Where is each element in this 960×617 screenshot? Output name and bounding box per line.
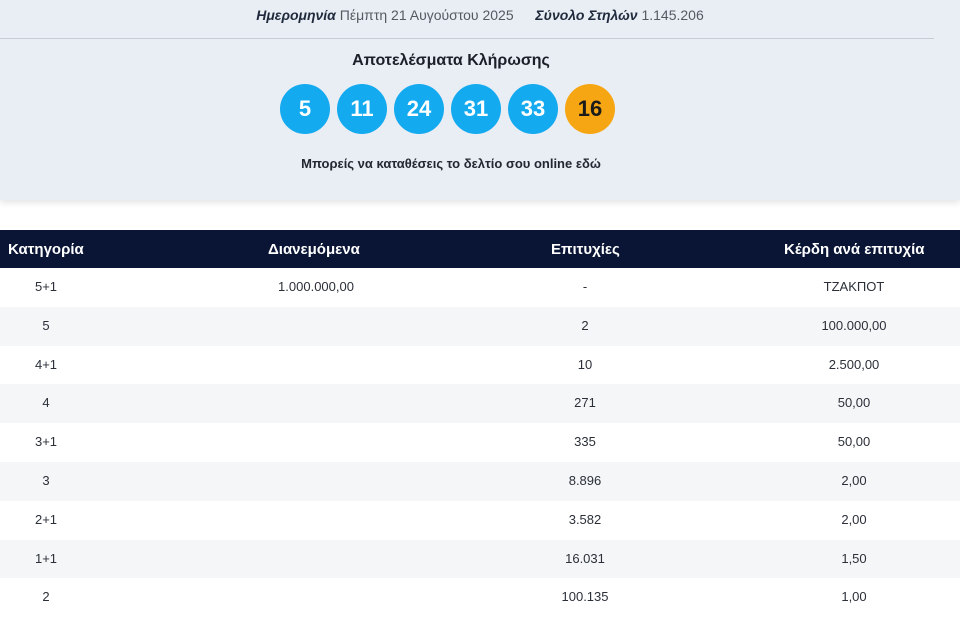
table-row: 4+1 10 2.500,00 xyxy=(0,345,960,385)
joker-ball: 16 xyxy=(565,84,615,134)
number-ball: 31 xyxy=(451,84,501,134)
date-label: Ημερομηνία xyxy=(256,7,336,23)
cell-category: 5+1 xyxy=(34,279,58,294)
number-ball: 5 xyxy=(280,84,330,134)
cell-winners: 10 xyxy=(577,356,593,372)
table-body: 5+1 1.000.000,00 - ΤΖΑΚΠΟΤ 5 2 100.000,0… xyxy=(0,268,960,617)
winning-numbers: 5 11 24 31 33 16 xyxy=(280,84,615,136)
cell-winners: 271 xyxy=(574,395,596,411)
draw-info-panel: Ημερομηνία Πέμπτη 21 Αυγούστου 2025 Σύνο… xyxy=(0,0,960,200)
total-columns-value: 1.145.206 xyxy=(641,7,704,23)
cell-prize: 1,00 xyxy=(841,589,867,605)
cell-prize: 1,50 xyxy=(841,550,867,566)
cell-prize: 50,00 xyxy=(837,434,871,450)
cell-prize: 50,00 xyxy=(837,395,871,411)
draw-info-line: Ημερομηνία Πέμπτη 21 Αυγούστου 2025 Σύνο… xyxy=(0,7,960,23)
header-distributed: Διανεμόμενα xyxy=(268,241,360,258)
table-row: 1+1 16.031 1,50 xyxy=(0,539,960,579)
table-row: 3 8.896 2,00 xyxy=(0,461,960,501)
cell-category: 4 xyxy=(42,395,50,411)
cell-prize: 100.000,00 xyxy=(821,317,887,333)
table-row: 4 271 50,00 xyxy=(0,384,960,424)
divider xyxy=(0,38,934,39)
cell-category: 2 xyxy=(42,589,50,605)
play-online-link[interactable]: Μπορείς να καταθέσεις το δελτίο σου onli… xyxy=(301,156,601,171)
cell-winners: 3.582 xyxy=(568,511,602,527)
cell-winners: 335 xyxy=(574,434,596,450)
cell-prize: ΤΖΑΚΠΟΤ xyxy=(823,279,885,294)
number-ball: 33 xyxy=(508,84,558,134)
cell-category: 4+1 xyxy=(34,356,58,372)
cell-prize: 2.500,00 xyxy=(828,356,880,372)
cell-category: 2+1 xyxy=(34,511,58,527)
prize-table: Κατηγορία Διανεμόμενα Επιτυχίες Κέρδη αν… xyxy=(0,230,960,617)
table-header: Κατηγορία Διανεμόμενα Επιτυχίες Κέρδη αν… xyxy=(0,230,960,268)
table-row: 2 100.135 1,00 xyxy=(0,578,960,617)
number-ball: 24 xyxy=(394,84,444,134)
cell-winners: 8.896 xyxy=(568,472,602,488)
cell-category: 3+1 xyxy=(34,434,58,450)
cell-prize: 2,00 xyxy=(841,472,867,488)
header-category: Κατηγορία xyxy=(8,241,84,258)
table-row: 5+1 1.000.000,00 - ΤΖΑΚΠΟΤ xyxy=(0,268,960,307)
header-winners: Επιτυχίες xyxy=(551,241,620,258)
header-prize: Κέρδη ανά επιτυχία xyxy=(784,241,925,258)
cell-category: 5 xyxy=(42,317,50,333)
cell-prize: 2,00 xyxy=(841,511,867,527)
cell-winners: - xyxy=(582,279,588,294)
cell-winners: 100.135 xyxy=(561,589,609,605)
date-value: Πέμπτη 21 Αυγούστου 2025 xyxy=(339,7,514,23)
total-columns-label: Σύνολο Στηλών xyxy=(535,7,638,23)
table-row: 2+1 3.582 2,00 xyxy=(0,500,960,540)
results-title: Αποτελέσματα Κλήρωσης xyxy=(352,52,550,69)
table-row: 5 2 100.000,00 xyxy=(0,306,960,346)
cell-category: 3 xyxy=(42,472,50,488)
cell-distributed: 1.000.000,00 xyxy=(278,279,354,294)
table-row: 3+1 335 50,00 xyxy=(0,423,960,462)
cell-category: 1+1 xyxy=(34,550,58,566)
cell-winners: 2 xyxy=(581,317,589,333)
number-ball: 11 xyxy=(337,84,387,134)
cell-winners: 16.031 xyxy=(565,550,605,566)
